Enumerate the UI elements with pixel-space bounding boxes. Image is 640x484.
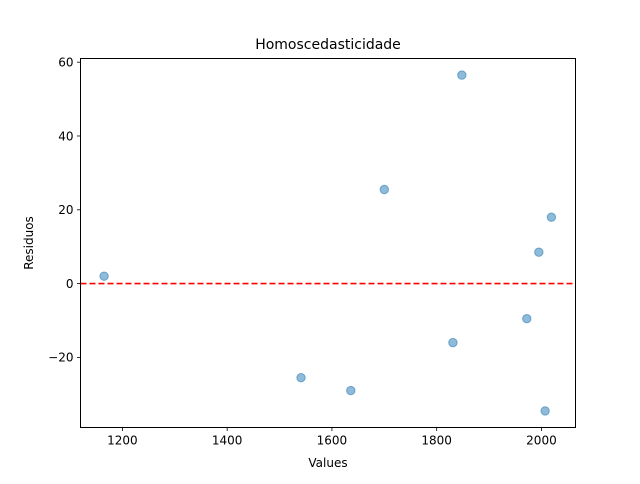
scatter-point <box>379 184 390 195</box>
scatter-point <box>448 337 458 348</box>
plot-area <box>80 70 576 416</box>
y-tick-label: −20 <box>48 351 73 365</box>
y-tick-label: 20 <box>58 203 73 217</box>
y-axis-label: Residuos <box>22 216 36 270</box>
scatter-point <box>346 385 356 396</box>
x-tick-label: 1200 <box>107 434 138 448</box>
y-tick-label: 0 <box>66 277 74 291</box>
x-axis: 1200 1400 1600 1800 2000 <box>107 427 557 448</box>
y-tick-label: 60 <box>58 55 73 69</box>
scatter-point <box>296 372 306 383</box>
x-axis-label: Values <box>308 456 347 470</box>
scatter-point <box>540 406 550 416</box>
x-tick-label: 1600 <box>317 434 348 448</box>
scatter-point <box>546 212 557 222</box>
x-tick-label: 1400 <box>212 434 243 448</box>
x-tick-label: 1800 <box>421 434 452 448</box>
scatter-point <box>534 247 544 257</box>
x-tick-label: 2000 <box>526 434 557 448</box>
y-tick-label: 40 <box>58 129 73 143</box>
scatter-point <box>522 313 532 324</box>
scatter-point <box>99 271 109 281</box>
scatter-point <box>457 70 467 80</box>
y-axis: −20 0 20 40 60 <box>48 55 81 365</box>
plot-frame <box>80 58 576 428</box>
chart-title: Homoscedasticidade <box>255 37 401 53</box>
